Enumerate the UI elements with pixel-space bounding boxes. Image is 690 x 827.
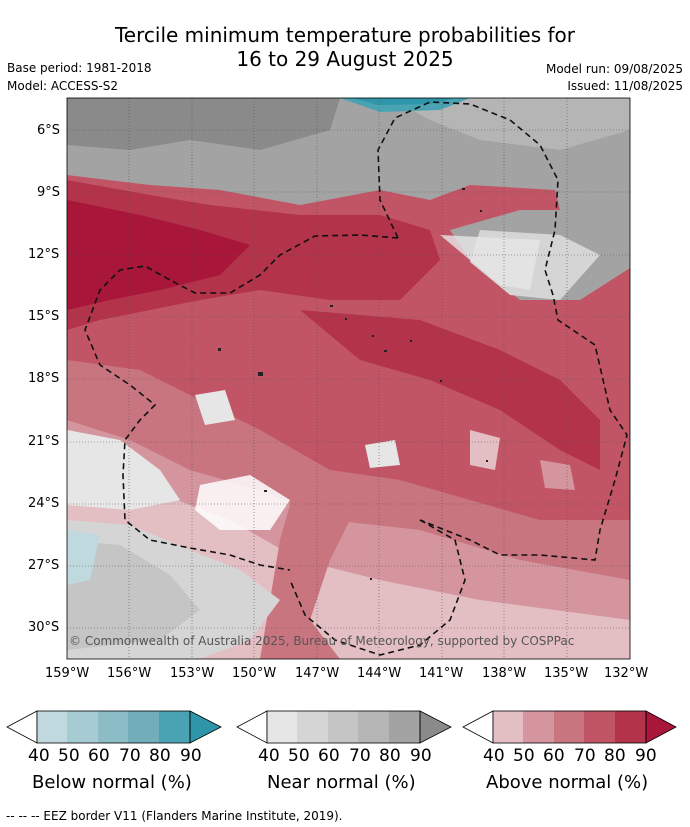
colorbar-near-normal — [236, 710, 452, 744]
colorbar-above-normal — [462, 710, 677, 744]
map-title-line1: Tercile minimum temperature probabilitie… — [114, 23, 576, 47]
map-fill-layer — [67, 98, 630, 659]
cb2-tick: 90 — [410, 746, 432, 766]
lon-label: 150°W — [232, 666, 277, 681]
base-period-text: Base period: 1981-2018 — [7, 61, 152, 75]
lat-label: 30°S — [28, 620, 60, 635]
near-normal-label: Near normal (%) — [267, 772, 416, 793]
cb2-tick: 50 — [288, 746, 310, 766]
cb1-tick: 80 — [149, 746, 171, 766]
cb2-tick: 80 — [379, 746, 401, 766]
eez-footnote: -- -- -- EEZ border V11 (Flanders Marine… — [6, 809, 343, 823]
lon-label: 132°W — [604, 666, 649, 681]
cb3-tick: 40 — [483, 746, 505, 766]
cb2-tick: 40 — [258, 746, 280, 766]
lat-label: 18°S — [28, 371, 60, 386]
colorbar-below-normal — [6, 710, 222, 744]
cb3-tick: 80 — [604, 746, 626, 766]
map-title-line2: 16 to 29 August 2025 — [236, 47, 454, 71]
lat-label: 27°S — [28, 558, 60, 573]
map-frame — [66, 97, 631, 660]
issued-text: Issued: 11/08/2025 — [567, 79, 683, 93]
lon-label: 156°W — [107, 666, 152, 681]
cb1-tick: 70 — [119, 746, 141, 766]
lat-label: 15°S — [28, 309, 60, 324]
cb1-tick: 90 — [180, 746, 202, 766]
lon-label: 147°W — [295, 666, 340, 681]
islands — [218, 188, 488, 580]
cb3-tick: 60 — [543, 746, 565, 766]
lon-label: 135°W — [544, 666, 589, 681]
cb3-tick: 70 — [574, 746, 596, 766]
lon-label: 153°W — [170, 666, 215, 681]
lon-label: 144°W — [357, 666, 402, 681]
cb2-tick: 60 — [318, 746, 340, 766]
cb1-tick: 40 — [28, 746, 50, 766]
lat-label: 12°S — [28, 247, 60, 262]
model-run-text: Model run: 09/08/2025 — [545, 62, 683, 76]
lon-label: 138°W — [482, 666, 527, 681]
lon-label: 141°W — [419, 666, 464, 681]
lat-label: 9°S — [37, 185, 61, 200]
lat-label: 6°S — [37, 123, 61, 138]
lon-label: 159°W — [45, 666, 90, 681]
lat-label: 24°S — [28, 496, 60, 511]
cb3-tick: 50 — [513, 746, 535, 766]
below-normal-label: Below normal (%) — [32, 772, 192, 793]
above-normal-label: Above normal (%) — [486, 772, 649, 793]
cb2-tick: 70 — [349, 746, 371, 766]
cb1-tick: 50 — [58, 746, 80, 766]
cb3-tick: 90 — [635, 746, 657, 766]
lat-label: 21°S — [28, 434, 60, 449]
eez-border — [84, 101, 628, 656]
cb1-tick: 60 — [88, 746, 110, 766]
copyright-text: © Commonwealth of Australia 2025, Bureau… — [69, 634, 575, 648]
model-text: Model: ACCESS-S2 — [7, 79, 119, 93]
